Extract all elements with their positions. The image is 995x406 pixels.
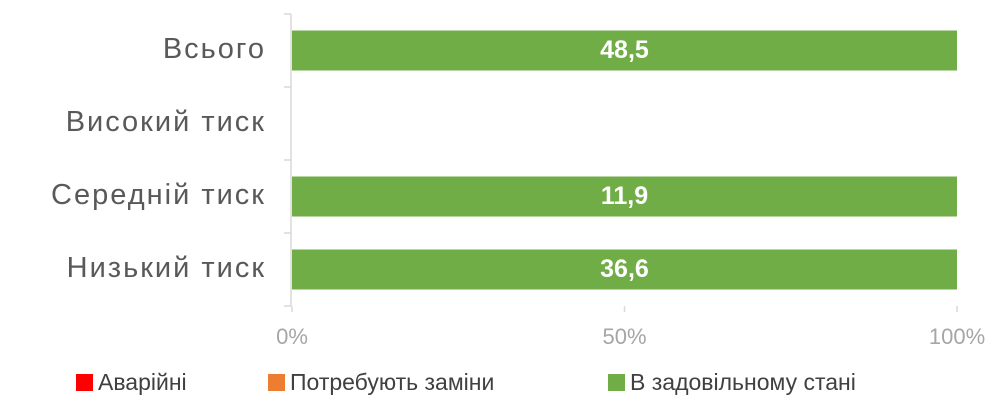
data-label: 48,5 <box>600 36 649 64</box>
x-tick-label: 100% <box>929 324 985 349</box>
category-label: Всього <box>163 33 266 65</box>
legend-label: В задовільному стані <box>630 369 856 395</box>
bar-segment <box>292 249 957 290</box>
data-label: 11,9 <box>601 182 648 210</box>
x-tick-label: 0% <box>276 324 308 349</box>
legend-swatch <box>76 374 93 391</box>
category-label: Низький тиск <box>67 252 266 284</box>
legend-label: Аварійні <box>98 369 187 395</box>
legend-label: Потребують заміни <box>290 369 494 395</box>
x-tick-label: 50% <box>602 324 646 349</box>
legend-swatch <box>268 374 285 391</box>
category-label: Середній тиск <box>51 179 266 211</box>
data-label: 36,6 <box>600 255 649 283</box>
category-label: Високий тиск <box>66 106 266 138</box>
legend-swatch <box>608 374 625 391</box>
bar-segment <box>292 176 957 217</box>
bar-segment <box>292 30 957 71</box>
